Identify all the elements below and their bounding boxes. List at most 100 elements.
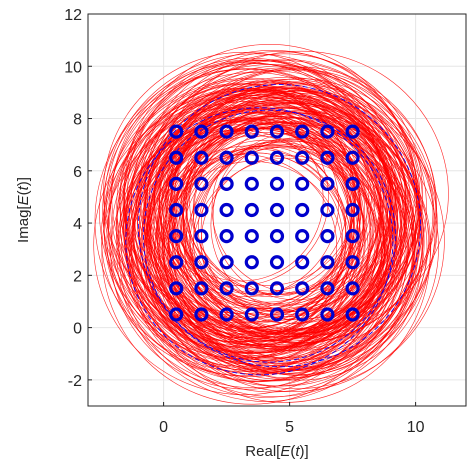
envelope-circles (125, 84, 422, 376)
constellation-point (219, 281, 234, 296)
trajectory-circle (157, 117, 324, 282)
trajectory-circles (93, 44, 449, 405)
trajectory-circle (153, 110, 339, 297)
constellation-point (169, 255, 184, 270)
constellation-point (194, 281, 209, 296)
trajectory-circle (158, 111, 394, 346)
constellation-point (244, 150, 259, 165)
constellation-point (345, 255, 360, 270)
x-tick-label: 5 (285, 419, 294, 436)
trajectory-circle (110, 118, 385, 390)
constellation-point (244, 176, 259, 191)
envelope-circle (125, 107, 394, 376)
constellation-point (345, 176, 360, 191)
y-tick-label: 8 (73, 112, 82, 129)
trajectory-circle (166, 112, 423, 376)
trajectory-circle (159, 69, 437, 344)
trajectory-circle (144, 102, 439, 393)
constellation-point (269, 202, 285, 218)
trajectory-circle (186, 127, 353, 292)
constellation-point (169, 124, 184, 139)
y-tick-label: 0 (73, 321, 82, 338)
y-ticks: -2 0 2 4 6 8 10 12 (64, 7, 92, 390)
trajectory-circle (154, 121, 408, 380)
trajectory-circle (116, 72, 391, 339)
constellation-point (320, 202, 335, 218)
trajectory-circle (147, 118, 372, 342)
constellation-point (194, 202, 209, 218)
constellation-point (244, 124, 259, 139)
constellation-point (219, 176, 234, 191)
constellation-point (295, 281, 310, 296)
constellation-point (269, 255, 285, 270)
x-ticks: 0 5 10 (159, 402, 425, 436)
constellation-point (169, 307, 184, 322)
y-axis-label: Imag[E(t)] (15, 177, 32, 243)
trajectory-circle (134, 96, 388, 354)
constellation-point (320, 176, 335, 191)
trajectory-circle (172, 117, 428, 376)
constellation-point (169, 281, 184, 296)
constellation-point (320, 124, 335, 139)
constellation-point (320, 307, 335, 322)
constellation-point (194, 176, 209, 191)
trajectory-circle (99, 62, 393, 363)
trajectory-circle (142, 78, 436, 379)
y-tick-label: 6 (73, 164, 82, 181)
x-tick-label: 0 (159, 419, 168, 436)
constellation-points (169, 124, 360, 322)
constellation-point (219, 255, 234, 270)
constellation-point (244, 229, 259, 244)
constellation-point (219, 202, 234, 218)
constellation-point (194, 124, 209, 139)
trajectory-circle (182, 132, 353, 303)
constellation-point (345, 229, 360, 244)
trajectory-circle (162, 161, 343, 338)
x-axis-label: Real[E(t)] (245, 443, 308, 460)
trajectory-circle (136, 65, 427, 348)
trajectory-circle (103, 52, 384, 334)
trajectory-circle (125, 89, 381, 345)
plot-frame (87, 13, 467, 407)
constellation-point (295, 202, 310, 218)
constellation-point (169, 176, 184, 191)
constellation-point (295, 124, 310, 139)
y-tick-label: 2 (73, 268, 82, 285)
y-tick-label: 12 (64, 7, 82, 24)
constellation-point (345, 150, 360, 165)
y-tick-label: 4 (73, 216, 82, 233)
constellation-point (295, 255, 310, 270)
constellation-point (269, 150, 285, 165)
constellation-point (219, 124, 234, 139)
constellation-point (269, 176, 285, 191)
constellation-point (169, 150, 184, 165)
constellation-point (244, 255, 259, 270)
trajectory-circle (143, 100, 417, 374)
constellation-point (345, 281, 360, 296)
constellation-point (269, 281, 285, 296)
constellation-point (219, 150, 234, 165)
trajectory-circle (168, 110, 429, 371)
envelope-circle (137, 84, 422, 368)
trajectory-circle (168, 84, 434, 344)
constellation-point (320, 255, 335, 270)
constellation-point (269, 307, 285, 322)
trajectory-circle (118, 121, 359, 359)
constellation-point (194, 229, 209, 244)
trajectory-circle (102, 68, 394, 354)
constellation-point (244, 281, 259, 296)
constellation-point (295, 307, 310, 322)
constellation-point (295, 150, 310, 165)
envelope-circle (143, 109, 396, 363)
y-tick-label: -2 (68, 373, 82, 390)
trajectory-circle (163, 144, 383, 361)
constellation-point (219, 229, 234, 244)
constellation-point (219, 307, 234, 322)
constellation-point (320, 281, 335, 296)
constellation-point (345, 202, 360, 218)
trajectory-circle (148, 108, 329, 286)
constellation-point (244, 307, 259, 322)
constellation-point (345, 124, 360, 139)
constellation-point (269, 124, 285, 139)
